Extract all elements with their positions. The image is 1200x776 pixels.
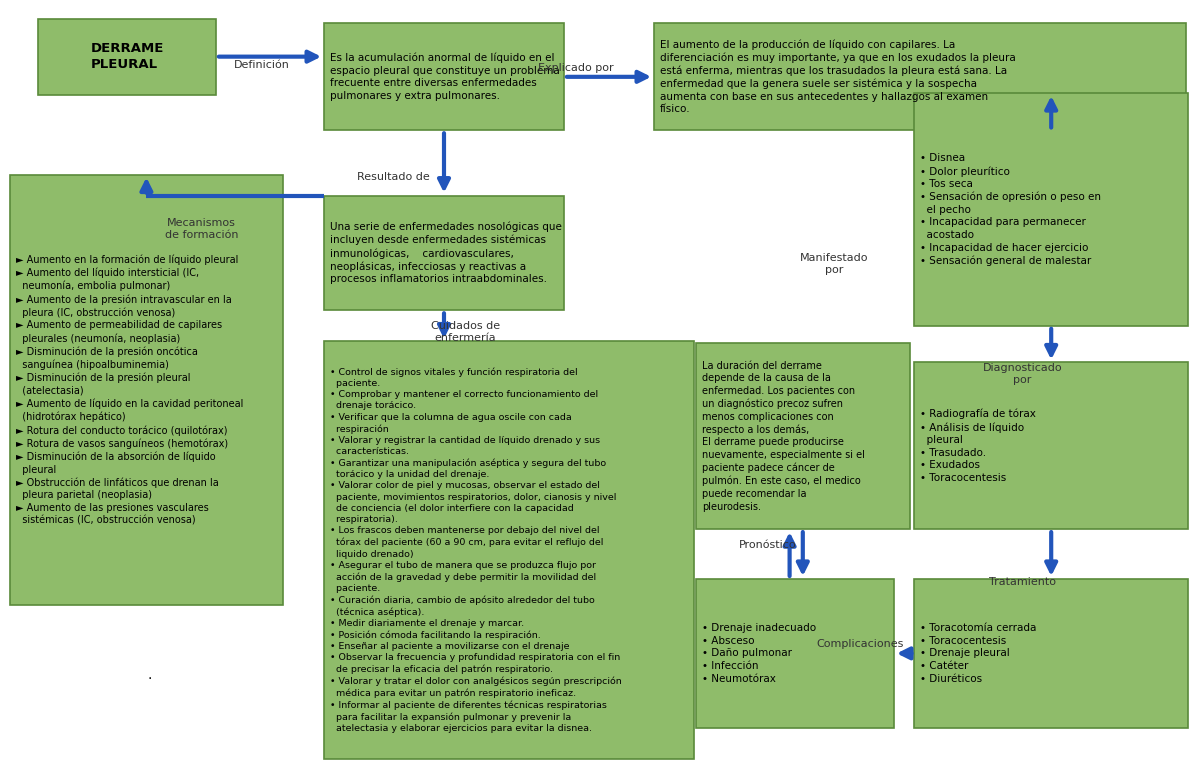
- Text: Es la acumulación anormal de líquido en el
espacio pleural que constituye un pro: Es la acumulación anormal de líquido en …: [330, 53, 559, 101]
- Text: Manifestado
por: Manifestado por: [799, 253, 869, 275]
- Text: Mecanismos
de formación: Mecanismos de formación: [164, 218, 239, 240]
- FancyBboxPatch shape: [654, 23, 1186, 130]
- FancyBboxPatch shape: [914, 362, 1188, 529]
- FancyBboxPatch shape: [696, 579, 894, 728]
- FancyBboxPatch shape: [324, 23, 564, 130]
- Text: Cuidados de
enfermería: Cuidados de enfermería: [431, 321, 500, 343]
- Text: Resultado de: Resultado de: [358, 172, 430, 182]
- Text: Explicado por: Explicado por: [538, 64, 614, 73]
- Text: • Disnea
• Dolor pleurítico
• Tos seca
• Sensación de opresión o peso en
  el pe: • Disnea • Dolor pleurítico • Tos seca •…: [920, 154, 1102, 265]
- Text: • Radiografía de tórax
• Análisis de líquido
  pleural
• Trasudado.
• Exudados
•: • Radiografía de tórax • Análisis de líq…: [920, 409, 1037, 483]
- FancyBboxPatch shape: [914, 579, 1188, 728]
- FancyBboxPatch shape: [10, 175, 283, 605]
- Text: .: .: [148, 668, 152, 682]
- FancyBboxPatch shape: [324, 196, 564, 310]
- FancyBboxPatch shape: [914, 93, 1188, 326]
- Text: DERRAME
PLEURAL: DERRAME PLEURAL: [90, 42, 164, 71]
- Text: • Control de signos vitales y función respiratoria del
  paciente.
• Comprobar y: • Control de signos vitales y función re…: [330, 367, 622, 733]
- Text: La duración del derrame
depende de la causa de la
enfermedad. Los pacientes con
: La duración del derrame depende de la ca…: [702, 361, 865, 511]
- Text: Diagnosticado
por: Diagnosticado por: [983, 363, 1062, 385]
- Text: Pronóstico: Pronóstico: [739, 540, 797, 549]
- FancyBboxPatch shape: [696, 343, 910, 529]
- Text: • Drenaje inadecuado
• Absceso
• Daño pulmonar
• Infección
• Neumotórax: • Drenaje inadecuado • Absceso • Daño pu…: [702, 623, 816, 684]
- FancyBboxPatch shape: [324, 341, 694, 759]
- Text: Definición: Definición: [234, 61, 289, 70]
- Text: Una serie de enfermedades nosológicas que
incluyen desde enfermedades sistémicas: Una serie de enfermedades nosológicas qu…: [330, 222, 562, 284]
- Text: • Toracotomía cerrada
• Toracocentesis
• Drenaje pleural
• Catéter
• Diuréticos: • Toracotomía cerrada • Toracocentesis •…: [920, 623, 1037, 684]
- Text: ► Aumento en la formación de líquido pleural
► Aumento del líquido intersticial : ► Aumento en la formación de líquido ple…: [16, 255, 242, 525]
- FancyBboxPatch shape: [38, 19, 216, 95]
- Text: Complicaciones: Complicaciones: [817, 639, 904, 649]
- Text: El aumento de la producción de líquido con capilares. La
diferenciación es muy i: El aumento de la producción de líquido c…: [660, 39, 1015, 115]
- Text: Tratamiento: Tratamiento: [989, 577, 1056, 587]
